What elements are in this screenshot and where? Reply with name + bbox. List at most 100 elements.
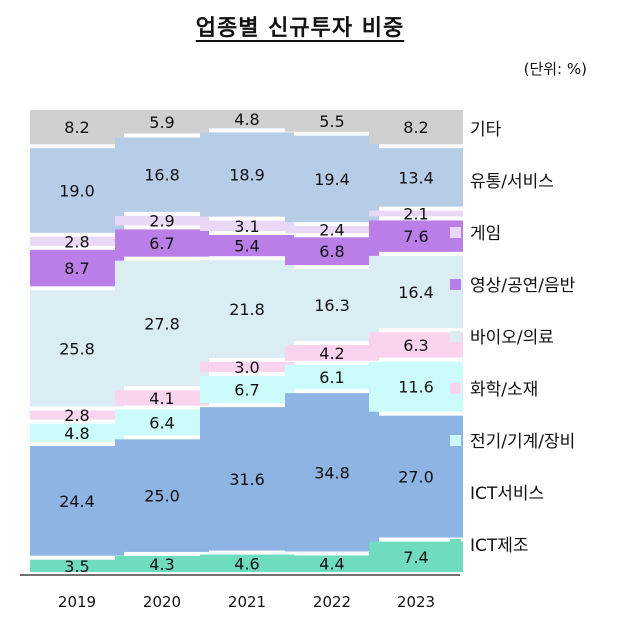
unit-label: (단위: %) [523,60,587,78]
bar-segment-2019-s2 [30,423,124,442]
data-label-2020-s2: 6.4 [149,413,174,432]
data-label-2021-s7: 18.9 [229,165,265,184]
bar-segment-2019-s6 [30,236,124,246]
bar-segment-2020-s7 [115,137,209,212]
data-label-2021-s1: 31.6 [229,470,265,489]
bar-segment-2021-s7 [200,132,294,217]
bar-segment-2020-s2 [115,409,209,436]
bar-segment-2023-s7 [369,148,463,207]
bar-segment-2021-s5 [200,235,294,257]
legend-label-3: 영상/공연/음반 [470,276,576,296]
data-label-2023-s6: 2.1 [403,205,428,224]
data-label-2020-s8: 5.9 [149,113,174,132]
legend-swatch-5 [450,383,461,394]
data-label-2021-s5: 5.4 [234,237,259,256]
data-label-2021-s0: 4.6 [234,554,259,573]
data-label-2022-s7: 19.4 [314,170,350,189]
legend-label-1: 유통/서비스 [470,172,554,192]
bar-segment-2021-s4 [200,260,294,358]
bar-segment-2020-s8 [115,110,209,134]
legend-swatch-1 [450,175,461,186]
bar-segment-2023-s3 [369,332,463,358]
data-label-2021-s6: 3.1 [234,217,259,236]
bar-segment-2023-s8 [369,110,463,145]
bar-segment-2020-s6 [115,215,209,226]
bar-segment-2023-s4 [369,255,463,329]
bar-segment-2021-s2 [200,375,294,404]
data-label-2023-s0: 7.4 [403,548,428,567]
data-label-2023-s7: 13.4 [398,168,434,187]
bar-segment-2019-s5 [30,249,124,287]
x-tick-label-2021: 2021 [228,593,266,611]
data-label-2019-s0: 3.5 [64,557,89,576]
data-label-2023-s3: 6.3 [403,336,428,355]
data-label-2019-s4: 25.8 [59,339,95,358]
data-label-2022-s2: 6.1 [319,368,344,387]
data-label-2021-s8: 4.8 [234,110,259,129]
data-label-2020-s4: 27.8 [144,315,180,334]
bar-segment-2020-s3 [115,390,209,406]
data-label-2021-s2: 6.7 [234,381,259,400]
data-label-2020-s7: 16.8 [144,166,180,185]
data-label-2022-s1: 34.8 [314,463,350,482]
legend-swatch-6 [450,435,461,446]
legend-label-4: 바이오/의료 [470,328,554,348]
legend-swatch-3 [450,279,461,290]
chart-title-text: 업종별 신규투자 비중 [195,16,405,41]
data-label-2021-s4: 21.8 [229,300,265,319]
data-label-2019-s5: 8.7 [64,259,89,278]
data-label-2022-s6: 2.4 [319,221,344,240]
legend-label-6: 전기/기계/장비 [470,432,575,452]
data-label-2019-s3: 2.8 [64,406,89,425]
data-label-2019-s6: 2.8 [64,232,89,251]
bar-segment-2021-s0 [200,554,294,572]
bar-segment-2023-s5 [369,220,463,252]
data-label-2023-s8: 8.2 [403,118,428,137]
bar-segment-2022-s6 [285,226,379,234]
data-label-2022-s8: 5.5 [319,112,344,131]
legend-label-8: ICT제조 [470,536,529,556]
bar-segment-2020-s4 [115,260,209,387]
data-label-2022-s0: 4.4 [319,555,344,574]
data-label-2020-s1: 25.0 [144,487,180,506]
legend-swatch-8 [450,539,461,550]
bar-segment-2022-s4 [285,269,379,342]
legend-swatch-2 [450,227,461,238]
legend-label-5: 화학/소재 [470,380,538,400]
bar-segment-2020-s0 [115,555,209,572]
x-tick-label-2020: 2020 [143,593,181,611]
bar-segment-2022-s3 [285,345,379,361]
bar-segment-2023-s1 [369,415,463,538]
legend-label-2: 게임 [470,224,501,244]
bar-segment-2023-s6 [369,210,463,217]
bar-segment-2022-s7 [285,135,379,223]
legend-swatch-7 [450,487,461,498]
bar-segment-2022-s0 [285,555,379,572]
legend-swatch-0 [450,123,461,134]
data-label-2019-s1: 24.4 [59,492,95,511]
legend-label-0: 기타 [470,120,502,140]
x-tick-label-2023: 2023 [397,593,435,611]
data-label-2020-s6: 2.9 [149,212,174,231]
bar-segment-2022-s2 [285,364,379,390]
bar-segment-2022-s1 [285,393,379,552]
data-label-2023-s4: 16.4 [398,283,434,302]
bar-segment-2022-s8 [285,110,379,132]
chart-title: 업종별 신규투자 비중 [0,10,600,42]
bar-segment-2020-s1 [115,439,209,552]
bar-segment-2021-s8 [200,110,294,129]
data-label-2019-s2: 4.8 [64,424,89,443]
data-label-2022-s4: 16.3 [314,296,350,315]
bar-segment-2019-s1 [30,445,124,556]
data-label-2019-s8: 8.2 [64,118,89,137]
data-label-2021-s3: 3.0 [234,358,259,377]
bar-segment-2019-s8 [30,110,124,145]
bar-segment-2021-s3 [200,361,294,372]
bar-segment-2021-s6 [200,220,294,232]
bar-segment-2019-s4 [30,290,124,407]
data-label-2019-s7: 19.0 [59,181,95,200]
data-label-2022-s3: 4.2 [319,344,344,363]
data-label-2023-s1: 27.0 [398,468,434,487]
bar-segment-2023-s0 [369,541,463,572]
